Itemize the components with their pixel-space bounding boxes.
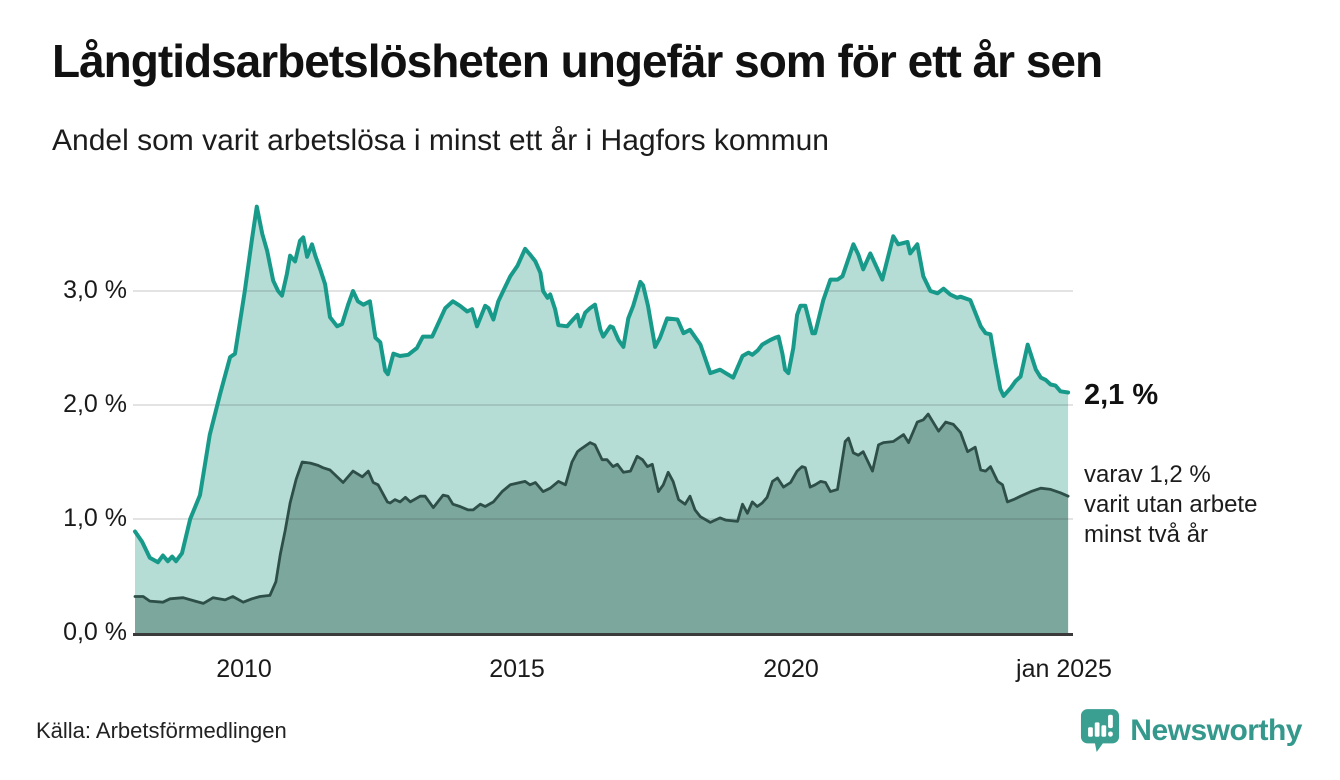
x-tick-label: 2015 — [489, 655, 545, 683]
x-tick-label: 2020 — [763, 655, 819, 683]
chart-subtitle: Andel som varit arbetslösa i minst ett å… — [52, 124, 829, 157]
x-tick-label: jan 2025 — [1016, 655, 1112, 683]
latest-value-label: 2,1 % — [1084, 379, 1159, 411]
y-tick-label: 2,0 % — [63, 390, 127, 418]
secondary-value-label: varav 1,2 % varit utan arbete minst två … — [1084, 460, 1257, 550]
speech-bubble-bar-chart-icon — [1080, 708, 1120, 754]
y-tick-label: 0,0 % — [63, 618, 127, 646]
series-line-2 — [133, 412, 1070, 605]
series-area-2 — [135, 414, 1069, 633]
secondary-value-line-1: varav 1,2 % — [1084, 461, 1211, 488]
newsworthy-wordmark: Newsworthy — [1130, 714, 1302, 747]
y-tick-label: 1,0 % — [63, 504, 127, 532]
series-line-1 — [133, 204, 1071, 565]
source-attribution: Källa: Arbetsförmedlingen — [36, 718, 287, 743]
newsworthy-logo: Newsworthy — [1080, 708, 1302, 754]
y-tick-label: 3,0 % — [63, 276, 127, 304]
secondary-value-line-2: varit utan arbete — [1084, 491, 1258, 518]
chart-title: Långtidsarbetslösheten ungefär som för e… — [52, 35, 1103, 87]
secondary-value-line-3: minst två år — [1084, 521, 1209, 548]
x-tick-label: 2010 — [216, 655, 272, 683]
